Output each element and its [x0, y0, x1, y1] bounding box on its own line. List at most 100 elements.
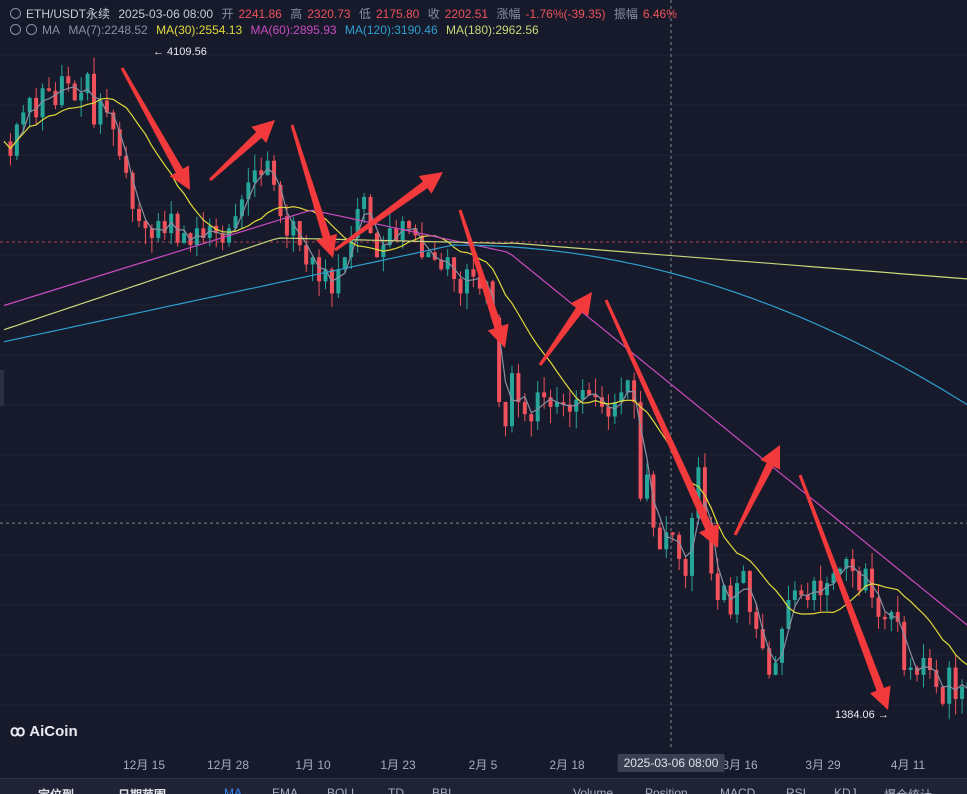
- candlestick-series: [8, 57, 967, 720]
- candle-body: [272, 160, 277, 185]
- candle-body: [638, 402, 643, 499]
- trend-arrow: [798, 474, 891, 710]
- amplitude-value: 6.46%: [642, 7, 677, 21]
- candle-body: [34, 97, 39, 118]
- candle-body: [407, 221, 412, 229]
- collapse-icon[interactable]: [10, 8, 21, 19]
- candle-body: [535, 392, 540, 422]
- candle-body: [805, 595, 810, 600]
- candle-body: [124, 155, 129, 173]
- settings-icon[interactable]: [10, 24, 21, 35]
- candle-body: [79, 93, 84, 101]
- candle-body: [27, 97, 32, 113]
- trend-arrow: [334, 172, 443, 252]
- candle-body: [870, 568, 875, 598]
- ma120-legend: MA(120):3190.46: [344, 23, 438, 37]
- candle-body: [940, 686, 945, 704]
- candle-body: [503, 402, 508, 427]
- candle-body: [66, 76, 71, 84]
- candle-body: [21, 112, 26, 125]
- candle-body: [645, 474, 649, 499]
- candle-body: [458, 278, 463, 294]
- candle-body: [72, 83, 77, 101]
- candle-body: [522, 402, 527, 415]
- candle-body: [92, 73, 97, 125]
- open-label: 开: [221, 7, 234, 21]
- candle-body: [149, 228, 154, 238]
- ma7-legend: MA(7):2248.52: [68, 23, 148, 37]
- price-chart[interactable]: ← 4109.56 1384.06 →: [0, 0, 967, 748]
- amplitude-label: 振幅: [613, 7, 638, 21]
- candle-body: [291, 221, 296, 236]
- bell-icon[interactable]: [26, 24, 37, 35]
- candle-body: [445, 257, 450, 270]
- trend-arrow: [538, 292, 592, 366]
- candle-body: [554, 402, 559, 407]
- candle-body: [960, 686, 965, 699]
- low-label: 低: [358, 7, 371, 21]
- candle-body: [310, 257, 315, 265]
- candle-body: [194, 228, 199, 246]
- candle-body: [53, 90, 58, 106]
- candle-body: [831, 573, 836, 584]
- tab-ema[interactable]: EMA: [272, 786, 299, 794]
- candle-body: [47, 88, 52, 91]
- trend-arrows: [120, 67, 891, 710]
- aicoin-logo-icon: ꝏ: [10, 723, 26, 740]
- symbol-name[interactable]: ETH/USDT永续: [26, 7, 111, 21]
- ma60-legend: MA(60):2895.93: [250, 23, 337, 37]
- candle-body: [690, 517, 695, 576]
- side-drag-handle[interactable]: [0, 370, 4, 406]
- candle-body: [953, 667, 958, 699]
- tab-macd[interactable]: MACD: [720, 786, 756, 794]
- candle-body: [657, 527, 662, 550]
- candle-body: [323, 269, 328, 282]
- low-price-label: 1384.06 →: [835, 709, 889, 721]
- candle-body: [246, 182, 251, 200]
- high-label: 高: [290, 7, 303, 21]
- candle-body: [754, 612, 759, 629]
- tab-ma[interactable]: MA: [224, 786, 242, 794]
- candle-body: [709, 522, 714, 574]
- candle-body: [252, 170, 257, 183]
- ma180-line: [3, 237, 967, 331]
- tab-rsi[interactable]: RSI: [786, 786, 807, 794]
- date-range-button[interactable]: 日期范围: [118, 786, 166, 794]
- indicator-name[interactable]: MA: [42, 23, 60, 37]
- chart-grid: [0, 0, 967, 748]
- candle-body: [548, 397, 553, 407]
- tab-kdj[interactable]: KDJ: [834, 786, 857, 794]
- x-tick-label: 1月 23: [380, 758, 416, 772]
- close-value: 2202.51: [444, 7, 489, 21]
- candle-body: [722, 585, 727, 600]
- trend-arrow: [604, 299, 719, 548]
- candle-body: [664, 532, 669, 550]
- ma7-line: [3, 86, 967, 691]
- trend-arrow: [208, 120, 275, 182]
- candle-body: [844, 558, 849, 569]
- ma-row: MA MA(7):2248.52 MA(30):2554.13 MA(60):2…: [10, 23, 544, 37]
- candle-body: [284, 216, 289, 236]
- candle-body: [593, 394, 598, 398]
- candle-body: [857, 571, 862, 591]
- candle-body: [812, 580, 817, 600]
- price-marks: ← 4109.56 1384.06 →: [153, 46, 889, 721]
- candle-body: [580, 390, 585, 400]
- candle-body: [735, 583, 740, 615]
- candle-body: [683, 558, 688, 576]
- tab-volume[interactable]: Volume: [573, 786, 614, 794]
- candle-body: [477, 276, 482, 289]
- candle-body: [696, 467, 701, 518]
- tab-position[interactable]: Position: [645, 786, 688, 794]
- tab-boll[interactable]: BOLL: [327, 786, 358, 794]
- candle-body: [767, 648, 772, 675]
- tab-liquidation[interactable]: 爆仓统计: [884, 786, 932, 794]
- trend-arrow: [120, 67, 190, 190]
- goto-button[interactable]: 定位到: [38, 786, 74, 794]
- candle-body: [587, 390, 592, 395]
- x-tick-label: 12月 15: [122, 758, 166, 772]
- x-tick-label: 1月 10: [295, 758, 331, 772]
- moving-average-lines: [3, 86, 967, 691]
- tab-bbi[interactable]: BBI: [432, 786, 452, 794]
- tab-td[interactable]: TD: [388, 786, 404, 794]
